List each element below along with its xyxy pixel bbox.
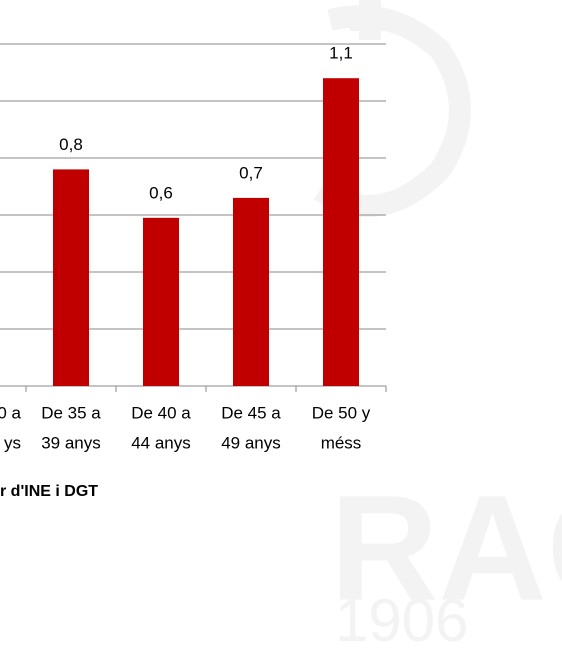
x-tick-label: 44 anys: [131, 433, 191, 452]
x-tick-label: méss: [321, 433, 362, 452]
source: r d'INE i DGT: [0, 483, 98, 500]
watermark-logo: [313, 0, 471, 217]
x-tick-label: ys: [4, 433, 21, 452]
watermark-year: 1906: [335, 587, 468, 651]
value-label: 0,7: [239, 163, 263, 182]
x-tick-label: De 45 a: [221, 403, 281, 422]
bar: [53, 169, 89, 386]
bar: [323, 78, 359, 386]
watermark-text: RACC: [330, 464, 562, 632]
x-tick-label: 39 anys: [41, 433, 101, 452]
bar: [143, 217, 179, 386]
x-tick-label: De 50 y: [312, 403, 371, 422]
value-label: 0,8: [59, 135, 83, 154]
x-tick-label: 49 anys: [221, 433, 281, 452]
value-label: 0,6: [149, 183, 173, 202]
x-tick-label: De 35 a: [41, 403, 101, 422]
x-tick-label: 0 a: [0, 403, 22, 422]
bar: [233, 197, 269, 386]
watermark: RACC 1906: [313, 0, 562, 651]
x-tick-label: De 40 a: [131, 403, 191, 422]
value-label: 1,1: [329, 44, 353, 63]
